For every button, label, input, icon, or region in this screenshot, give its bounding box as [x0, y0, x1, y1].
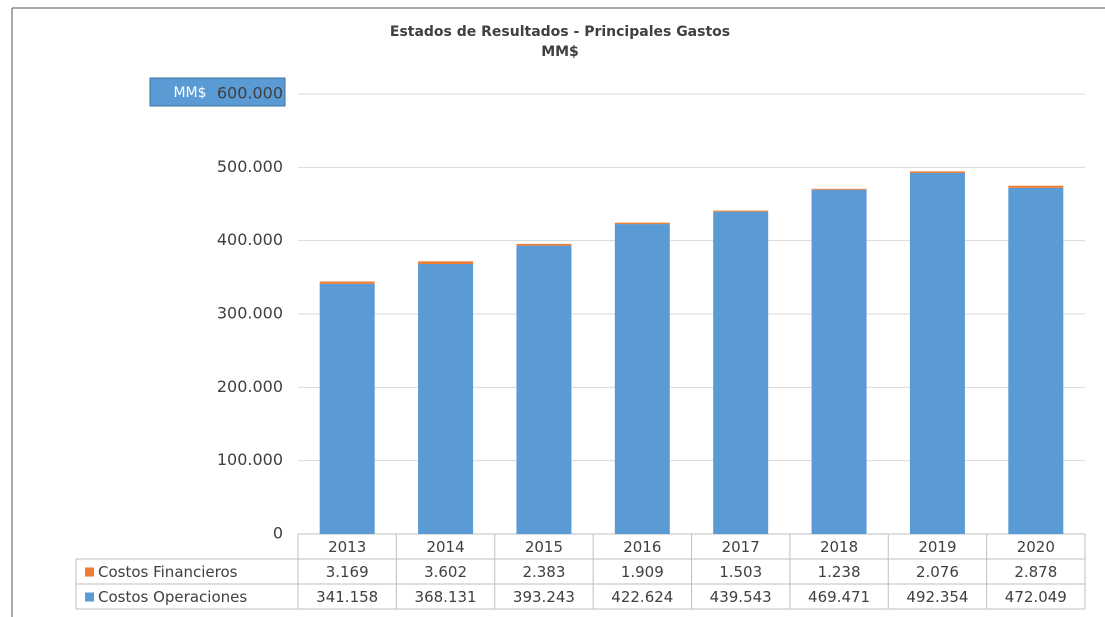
- bar: [909, 171, 965, 173]
- y-axis-label: MM$: [173, 85, 206, 101]
- data-label: 1.503: [719, 563, 762, 581]
- bar: [1008, 187, 1064, 534]
- data-label: 2.076: [916, 563, 959, 581]
- legend-key: [85, 567, 94, 577]
- y-tick-label: 0: [273, 524, 283, 543]
- bar: [614, 224, 670, 534]
- x-tick-label: 2016: [623, 538, 661, 556]
- data-label: 1.909: [621, 563, 664, 581]
- bar: [418, 261, 474, 265]
- bar: [614, 222, 670, 225]
- y-tick-label: 200.000: [217, 377, 283, 396]
- legend-key: [85, 592, 94, 602]
- legend-label: Costos Financieros: [98, 563, 238, 581]
- bar: [909, 172, 965, 534]
- y-tick-label: 500.000: [217, 157, 283, 176]
- data-label: 2.878: [1014, 563, 1057, 581]
- y-tick-label: 400.000: [217, 230, 283, 249]
- data-label: 422.624: [611, 588, 673, 606]
- x-tick-label: 2020: [1017, 538, 1055, 556]
- bar: [713, 211, 769, 535]
- data-label: 368.131: [415, 588, 477, 606]
- x-tick-label: 2018: [820, 538, 858, 556]
- data-label: 341.158: [316, 588, 378, 606]
- chart-subtitle: MM$: [541, 44, 579, 60]
- data-label: 1.238: [818, 563, 861, 581]
- bar: [418, 264, 474, 534]
- x-tick-label: 2017: [722, 538, 760, 556]
- x-tick-label: 2013: [328, 538, 366, 556]
- bar: [319, 283, 375, 534]
- y-tick-label: 300.000: [217, 304, 283, 323]
- bar: [319, 281, 375, 284]
- data-label: 469.471: [808, 588, 870, 606]
- bar: [516, 245, 572, 534]
- x-tick-label: 2019: [918, 538, 956, 556]
- bar: [516, 243, 572, 246]
- bar: [811, 188, 867, 190]
- data-label: 439.543: [710, 588, 772, 606]
- bar: [1008, 185, 1064, 188]
- chart-title: Estados de Resultados - Principales Gast…: [390, 24, 730, 40]
- data-label: 472.049: [1005, 588, 1067, 606]
- data-label: 3.602: [424, 563, 467, 581]
- x-tick-label: 2014: [426, 538, 464, 556]
- bar: [811, 189, 867, 535]
- y-tick-label: 100.000: [217, 450, 283, 469]
- data-label: 2.383: [522, 563, 565, 581]
- data-label: 3.169: [326, 563, 369, 581]
- data-label: 393.243: [513, 588, 575, 606]
- y-tick-label: 600.000: [217, 84, 283, 103]
- x-tick-label: 2015: [525, 538, 563, 556]
- y-label-box: [149, 77, 286, 107]
- data-label: 492.354: [906, 588, 968, 606]
- bar: [713, 210, 769, 212]
- legend-label: Costos Operaciones: [98, 588, 247, 606]
